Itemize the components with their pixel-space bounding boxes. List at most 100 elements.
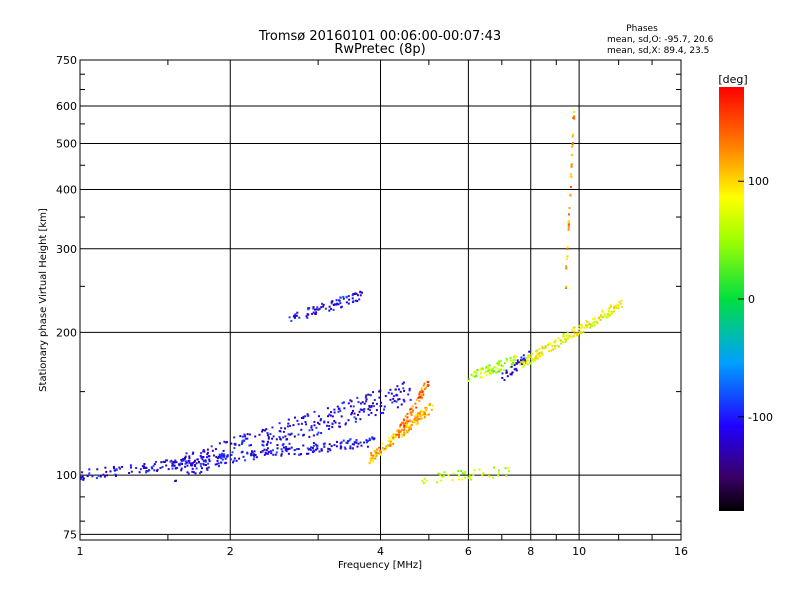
data-point [341,402,344,405]
data-point [322,303,325,306]
data-point [400,422,403,425]
data-point [387,439,390,442]
data-point [352,293,355,296]
data-point [567,226,570,229]
data-point [493,366,496,369]
data-point [185,461,188,464]
data-point [258,433,261,436]
data-point [461,472,464,475]
data-point [614,305,617,308]
data-point [223,455,225,458]
data-point [371,457,374,460]
data-point [184,455,187,458]
data-point [529,362,532,365]
data-point [356,294,359,297]
data-point [556,344,559,347]
data-point [226,454,229,457]
data-point [321,302,323,305]
data-point [375,409,378,412]
data-point [205,464,207,466]
data-point [379,451,382,454]
data-point [389,444,392,447]
data-point [254,435,257,438]
data-point [534,356,537,359]
data-point [206,469,209,471]
data-point [359,294,362,297]
data-point [143,463,146,465]
data-point [529,356,532,359]
data-point [399,424,402,427]
data-point [368,405,371,408]
data-point [182,458,185,461]
data-point [520,356,523,359]
data-point [233,457,236,460]
data-point [567,334,569,337]
colorbar-ticks: 100 0 -100 [738,175,773,424]
data-point [404,415,407,418]
data-point [331,426,334,429]
data-point [600,314,603,317]
data-point [566,246,569,248]
data-point [264,451,267,454]
data-point [263,448,266,451]
data-point [82,478,85,481]
data-point [355,299,357,302]
data-point [432,404,434,407]
data-point [282,443,285,446]
data-point [412,409,415,412]
data-point [566,247,569,250]
data-point [308,429,311,432]
data-point [422,393,425,396]
data-point [390,443,393,446]
data-point [106,474,109,477]
data-point [409,411,412,414]
data-point [160,461,163,464]
data-point [246,433,249,436]
data-point [232,461,234,464]
data-point [356,300,359,303]
data-point [306,316,309,319]
data-point [282,430,285,433]
data-point [278,436,281,438]
data-point [244,459,247,462]
data-point [580,323,582,326]
data-point [380,405,383,407]
data-point [367,393,370,396]
data-point [386,445,389,448]
data-point [573,332,576,335]
data-point [206,448,209,451]
data-point [154,460,157,463]
data-point [294,449,297,451]
data-point [352,405,355,408]
data-point [457,469,460,472]
data-point [191,452,194,455]
data-point [191,467,194,470]
data-point [460,478,463,481]
data-point [480,376,483,379]
x-tick-label: 16 [674,545,688,558]
data-point [496,362,499,365]
data-point [296,311,299,314]
data-point [506,375,509,378]
data-point [474,370,477,373]
data-point [323,421,326,424]
data-point [218,442,221,445]
data-point [191,462,194,465]
data-point [340,415,343,418]
data-point [589,326,591,329]
data-point [156,469,158,472]
data-point [355,441,358,444]
plot-frame [79,59,682,541]
data-point [145,471,147,474]
data-point [81,471,84,474]
data-point [184,465,187,468]
colorbar-label: [deg] [718,73,747,86]
data-point [458,478,460,481]
data-point [447,474,450,477]
data-point [199,454,202,457]
data-point [242,455,245,458]
data-point [343,446,346,449]
data-point [379,449,382,452]
data-point [403,423,406,425]
data-point [481,474,484,476]
